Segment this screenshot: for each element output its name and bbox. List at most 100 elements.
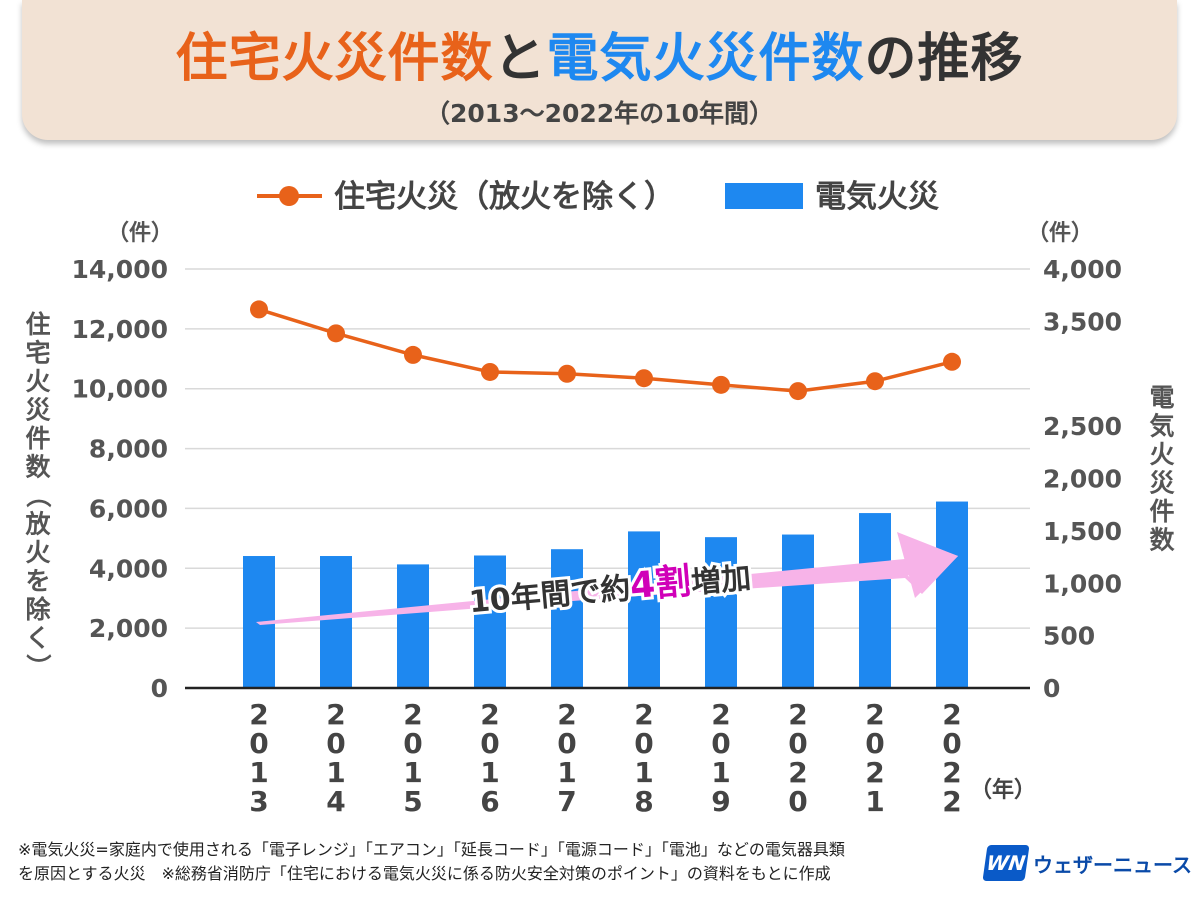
x-tick-label-digit: 1 <box>326 756 345 789</box>
x-tick-label-digit: 3 <box>249 785 268 818</box>
x-tick-label-digit: 1 <box>403 756 422 789</box>
left-tick-label: 0 <box>151 674 168 703</box>
x-tick-label-digit: 4 <box>326 785 345 818</box>
left-axis-title-char: を <box>25 567 50 596</box>
point-residential-2020 <box>789 382 807 401</box>
x-tick-label-digit: 0 <box>480 727 499 760</box>
x-tick-label-digit: 2 <box>634 698 653 731</box>
x-tick-label-digit: 1 <box>557 756 576 789</box>
x-tick-label-digit: 2 <box>788 756 807 789</box>
left-axis-title-char: 件 <box>25 424 50 453</box>
right-tick-label: 2,500 <box>1043 412 1122 441</box>
right-axis-title-char: 電 <box>1149 383 1174 412</box>
x-tick-label-digit: 7 <box>557 785 576 818</box>
x-tick-label-digit: 0 <box>403 727 422 760</box>
x-tick-label-digit: 2 <box>480 698 499 731</box>
title-residential: 住宅火災件数 <box>175 29 494 89</box>
left-tick-label: 4,000 <box>89 554 168 583</box>
left-tick-label: 6,000 <box>89 494 168 523</box>
x-tick-label-digit: 2 <box>711 698 730 731</box>
left-axis-title-char: く <box>25 624 50 653</box>
x-tick-label-digit: 1 <box>634 756 653 789</box>
x-tick-label-digit: 0 <box>788 727 807 760</box>
x-tick-label-digit: 2 <box>942 785 961 818</box>
bar-electrical-2022 <box>936 501 968 688</box>
x-tick-label-digit: 1 <box>249 756 268 789</box>
right-tick-label: 4,000 <box>1043 255 1122 284</box>
x-tick-label-digit: 0 <box>942 727 961 760</box>
x-tick-label-digit: 0 <box>557 727 576 760</box>
left-tick-label: 12,000 <box>72 315 168 344</box>
point-residential-2016 <box>481 362 499 381</box>
footnote-line-2: を原因とする火災 ※総務省消防庁「住宅における電気火災に係る防火安全対策のポイン… <box>18 864 831 883</box>
page-subtitle: （2013～2022年の10年間） <box>425 99 774 128</box>
left-axis-title-char: 火 <box>25 538 50 567</box>
point-residential-2022 <box>943 352 961 371</box>
x-tick-label-digit: 5 <box>403 785 422 818</box>
bar-electrical-2018 <box>628 531 660 688</box>
right-axis-title-char: 火 <box>1149 440 1174 469</box>
x-tick-label-digit: 2 <box>942 698 961 731</box>
x-tick-label-digit: 1 <box>480 756 499 789</box>
legend-label-residential: 住宅火災（放火を除く） <box>334 179 675 215</box>
x-tick-label-digit: 6 <box>480 785 499 818</box>
title-banner: 住宅火災件数と電気火災件数の推移 （2013～2022年の10年間） <box>22 0 1177 140</box>
right-axis-title-char: 件 <box>1149 497 1174 526</box>
increase-arrow-body <box>256 559 912 625</box>
bar-electrical-2015 <box>397 564 429 688</box>
left-axis-title-char: （ <box>23 483 52 508</box>
left-axis-title-char: 宅 <box>25 339 50 368</box>
x-tick-label-digit: 2 <box>865 756 884 789</box>
left-axis-title-char: 火 <box>25 367 50 396</box>
x-tick-label-digit: 2 <box>326 698 345 731</box>
x-tick-label-digit: 2 <box>403 698 422 731</box>
left-axis-title-char: 数 <box>25 453 51 482</box>
point-residential-2015 <box>404 345 422 364</box>
point-residential-2018 <box>635 369 653 388</box>
x-tick-label-digit: 0 <box>865 727 884 760</box>
bar-electrical-2016 <box>474 555 506 688</box>
x-tick-label-digit: 2 <box>557 698 576 731</box>
right-tick-label: 0 <box>1043 674 1060 703</box>
left-tick-label: 2,000 <box>89 614 168 643</box>
point-residential-2021 <box>866 372 884 391</box>
left-tick-label: 14,000 <box>72 255 168 284</box>
title-suffix: の推移 <box>864 29 1024 89</box>
x-tick-label-digit: 2 <box>788 698 807 731</box>
legend-point-swatch <box>279 186 299 206</box>
left-axis-title-char: 住 <box>25 310 50 339</box>
title-electrical: 電気火災件数 <box>546 29 865 89</box>
bar-electrical-2020 <box>782 534 814 688</box>
right-tick-label: 500 <box>1043 622 1095 651</box>
right-tick-label: 3,500 <box>1043 307 1122 336</box>
point-residential-2017 <box>558 364 576 383</box>
x-tick-label-digit: 1 <box>865 785 884 818</box>
annotation-text-highlight: 4割 <box>628 561 692 607</box>
right-axis-unit: （件） <box>1027 221 1093 246</box>
x-tick-label-digit: 2 <box>942 756 961 789</box>
left-axis-title-char: 災 <box>25 396 51 425</box>
increase-arrow-head <box>897 532 958 598</box>
point-residential-2019 <box>712 375 730 394</box>
right-axis-title-char: 気 <box>1149 412 1174 441</box>
left-axis-title-char: ） <box>23 654 52 679</box>
right-axis-title-char: 数 <box>1149 526 1175 555</box>
weathernews-logo: WN ウェザーニュース <box>982 843 1192 883</box>
bar-electrical-2021 <box>859 513 891 688</box>
right-tick-label: 1,500 <box>1043 517 1122 546</box>
x-tick-label-digit: 0 <box>634 727 653 760</box>
logo-mark-icon: WN <box>982 845 1030 881</box>
x-axis-label: （年） <box>970 777 1036 803</box>
left-tick-label: 8,000 <box>89 435 168 464</box>
point-residential-2013 <box>250 300 268 319</box>
x-tick-label-digit: 2 <box>865 698 884 731</box>
right-tick-label: 1,000 <box>1043 569 1122 598</box>
right-tick-label: 2,000 <box>1043 465 1122 494</box>
bar-electrical-2019 <box>705 537 737 688</box>
x-tick-label-digit: 0 <box>711 727 730 760</box>
x-tick-label-digit: 2 <box>249 698 268 731</box>
point-residential-2014 <box>327 324 345 343</box>
bar-electrical-2017 <box>551 549 583 688</box>
x-tick-label-digit: 9 <box>711 785 730 818</box>
